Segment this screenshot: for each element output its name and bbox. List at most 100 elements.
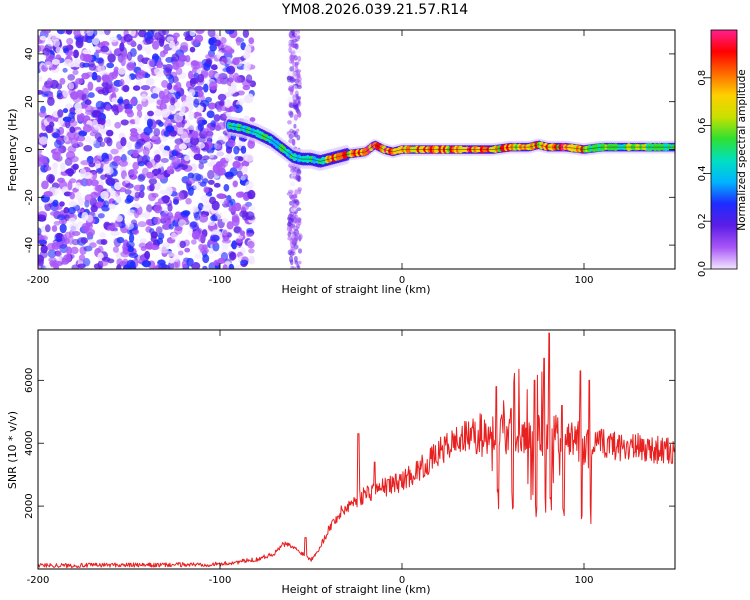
spectrogram-noise-blob (288, 46, 292, 54)
spectrogram-noise-blob (202, 178, 209, 184)
spectrogram-noise-blob (117, 98, 124, 104)
spectrogram-noise-blob (38, 258, 44, 267)
spectrogram-noise-blob (161, 79, 169, 88)
spectrogram-noise-blob (230, 198, 236, 207)
spectrogram-noise-blob (105, 79, 113, 90)
spectrogram-noise-blob (296, 76, 302, 83)
spectrogram-noise-blob (51, 225, 58, 232)
spectrogram-noise-blob (189, 46, 196, 53)
spectrogram-noise-blob (208, 69, 215, 79)
spectrogram-noise-blob (167, 211, 174, 219)
spectrogram-noise-blob (64, 120, 71, 129)
spectrogram-noise-blob (200, 194, 210, 203)
spectrogram-noise-blob (99, 141, 106, 148)
spectrogram-noise-blob (170, 162, 178, 169)
spectrogram-noise-blob (124, 74, 132, 84)
spectrogram-noise-blob (101, 256, 111, 262)
spectrogram-noise-blob (294, 61, 300, 66)
spectrogram-noise-blob (107, 53, 116, 63)
spectrogram-noise-blob (136, 128, 143, 134)
spectrogram-noise-blob (107, 225, 116, 231)
spectrogram-noise-blob (114, 121, 122, 129)
spectrogram-noise-blob (62, 67, 68, 73)
spectrogram-noise-blob (75, 39, 84, 49)
spectrogram-noise-blob (174, 101, 181, 109)
spectrogram-noise-blob (151, 192, 159, 198)
spectrogram-noise-blob (197, 234, 206, 243)
spectrogram-noise-blob (173, 32, 180, 38)
spectrogram-noise-blob (222, 264, 228, 269)
spectrogram-noise-blob (202, 204, 211, 212)
spectrogram-x-tick-label: 0 (399, 275, 405, 286)
spectrogram-noise-blob (235, 191, 245, 198)
spectrogram-noise-blob (225, 30, 235, 35)
spectrogram-noise-blob (295, 174, 301, 181)
spectrogram-noise-blob (237, 156, 244, 162)
spectrogram-noise-blob (178, 219, 187, 228)
spectrogram-noise-blob (248, 37, 255, 45)
spectrogram-noise-blob (92, 155, 103, 164)
spectrogram-noise-blob (246, 93, 254, 103)
spectrogram-noise-blob (124, 175, 130, 184)
spectrogram-noise-blob (89, 131, 98, 137)
spectrogram-noise-blob (54, 139, 62, 149)
spectrogram-noise-blob (286, 225, 292, 232)
spectrogram-noise-blob (187, 172, 195, 179)
spectrogram-noise-blob (293, 114, 299, 121)
colorbar-tick-label: 0.0 (697, 261, 708, 277)
spectrogram-noise-blob (287, 236, 292, 241)
spectrogram-noise-blob (293, 255, 298, 263)
spectrogram-noise-blob (210, 120, 216, 128)
spectrogram-noise-blob (146, 118, 153, 128)
spectrogram-noise-blob (38, 239, 48, 245)
spectrogram-noise-blob (232, 57, 240, 66)
spectrogram-noise-blob (57, 109, 64, 118)
spectrogram-noise-blob (42, 47, 51, 56)
spectrogram-noise-blob (170, 232, 178, 240)
spectrogram-noise-blob (198, 214, 209, 223)
spectrogram-noise-blob (153, 182, 161, 190)
spectrogram-noise-blob (71, 238, 80, 246)
spectrogram-noise-blob (108, 72, 115, 82)
spectrogram-noise-blob (191, 145, 201, 154)
spectrogram-noise-blob (230, 81, 237, 90)
spectrogram-noise-blob (149, 183, 155, 192)
spectrogram-noise-blob (87, 92, 95, 99)
spectrogram-noise-blob (55, 233, 64, 240)
spectrogram-noise-blob (290, 259, 294, 266)
spectrogram-noise-blob (145, 77, 155, 86)
spectrogram-noise-blob (215, 161, 224, 168)
spectrogram-noise-blob (130, 30, 137, 37)
spectrogram-noise-blob (100, 174, 107, 180)
spectrogram-noise-blob (44, 202, 52, 212)
spectrogram-noise-blob (174, 138, 184, 145)
spectrogram-noise-blob (104, 166, 114, 176)
spectrogram-noise-blob (55, 46, 62, 54)
spectrogram-noise-blob (100, 190, 109, 200)
spectrogram-noise-blob (234, 202, 242, 212)
spectrogram-noise-blob (112, 246, 119, 253)
spectrogram-noise-blob (194, 253, 201, 260)
spectrogram-noise-blob (163, 145, 171, 152)
spectrogram-y-tick-label: 0 (24, 146, 35, 152)
spectrogram-noise-blob (45, 54, 56, 61)
spectrogram-x-label: Height of straight line (km) (281, 283, 430, 296)
spectrogram-noise-blob (245, 61, 251, 70)
spectrogram-noise-blob (241, 212, 249, 221)
spectrogram-noise-blob (116, 264, 122, 269)
spectrogram-noise-blob (286, 222, 292, 227)
spectrogram-noise-blob (41, 180, 49, 190)
spectrogram-noise-blob (100, 45, 110, 53)
spectrogram-noise-blob (69, 178, 77, 184)
spectrogram-noise-blob (90, 191, 99, 199)
snr-x-label: Height of straight line (km) (281, 583, 430, 596)
spectrogram-noise-blob (162, 49, 169, 55)
spectrogram-noise-blob (296, 233, 303, 241)
spectrogram-x-tick-label: -200 (27, 275, 50, 286)
spectrogram-noise-blob (240, 175, 246, 181)
spectrogram-noise-blob (202, 265, 208, 269)
spectrogram-noise-blob (232, 160, 241, 169)
spectrogram-noise-blob (126, 240, 135, 249)
spectrogram-noise-blob (206, 110, 215, 119)
snr-y-tick-label: 6000 (24, 368, 35, 393)
